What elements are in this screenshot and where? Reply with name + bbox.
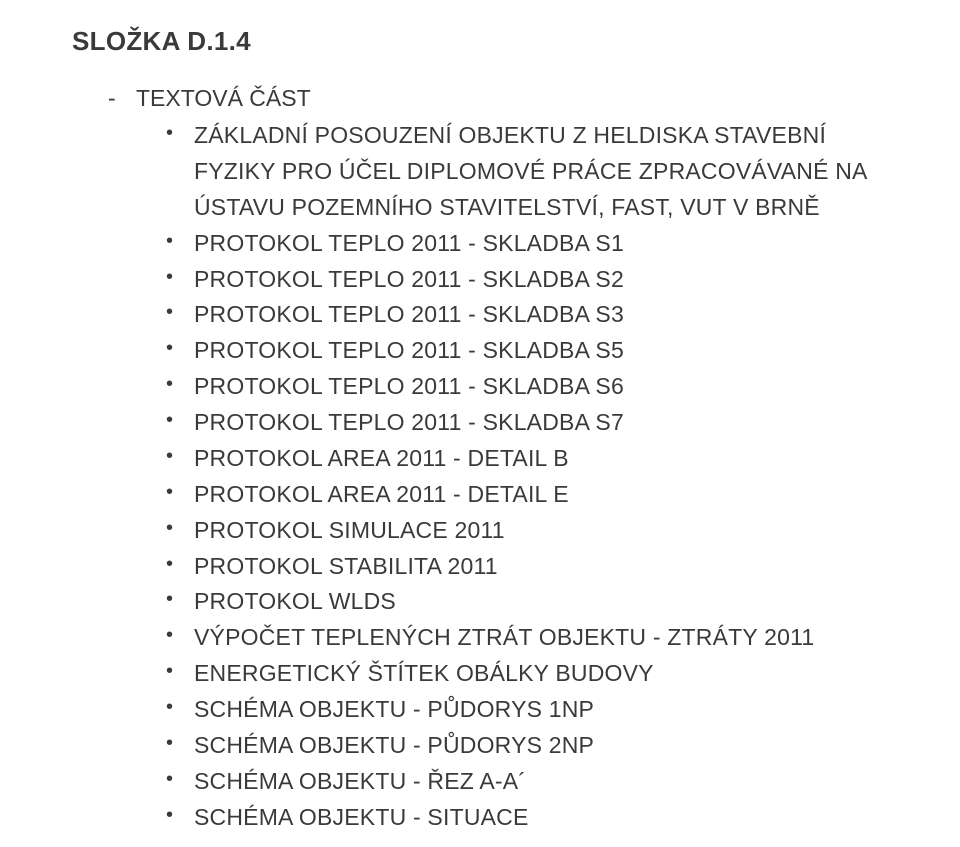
list-item: SCHÉMA OBJEKTU - ŘEZ A-A´ (158, 764, 888, 800)
list-item: VÝPOČET TEPLENÝCH ZTRÁT OBJEKTU - ZTRÁTY… (158, 620, 888, 656)
list-item: PROTOKOL AREA 2011 - DETAIL E (158, 477, 888, 513)
list-item: PROTOKOL TEPLO 2011 - SKLADBA S1 (158, 226, 888, 262)
list-item: SCHÉMA OBJEKTU - PŮDORYS 1NP (158, 692, 888, 728)
list-item: ENERGETICKÝ ŠTÍTEK OBÁLKY BUDOVY (158, 656, 888, 692)
list-item: SCHÉMA OBJEKTU - PŮDORYS 2NP (158, 728, 888, 764)
document-page: SLOŽKA D.1.4 - TEXTOVÁ ČÁST ZÁKLADNÍ POS… (0, 0, 888, 836)
list-item: PROTOKOL TEPLO 2011 - SKLADBA S6 (158, 369, 888, 405)
dash-mark: - (108, 85, 130, 112)
section-subheading: - TEXTOVÁ ČÁST (108, 85, 888, 112)
list-item: PROTOKOL TEPLO 2011 - SKLADBA S3 (158, 297, 888, 333)
list-item: PROTOKOL WLDS (158, 584, 888, 620)
page-title: SLOŽKA D.1.4 (72, 26, 888, 57)
list-item: SCHÉMA OBJEKTU - SITUACE (158, 800, 888, 836)
bullet-list: ZÁKLADNÍ POSOUZENÍ OBJEKTU Z HELDISKA ST… (72, 118, 888, 836)
list-item: PROTOKOL TEPLO 2011 - SKLADBA S2 (158, 262, 888, 298)
list-item: ZÁKLADNÍ POSOUZENÍ OBJEKTU Z HELDISKA ST… (158, 118, 888, 226)
subheading-text: TEXTOVÁ ČÁST (136, 85, 311, 111)
list-item: PROTOKOL AREA 2011 - DETAIL B (158, 441, 888, 477)
list-item: PROTOKOL TEPLO 2011 - SKLADBA S7 (158, 405, 888, 441)
list-item: PROTOKOL SIMULACE 2011 (158, 513, 888, 549)
list-item: PROTOKOL TEPLO 2011 - SKLADBA S5 (158, 333, 888, 369)
list-item: PROTOKOL STABILITA 2011 (158, 549, 888, 585)
